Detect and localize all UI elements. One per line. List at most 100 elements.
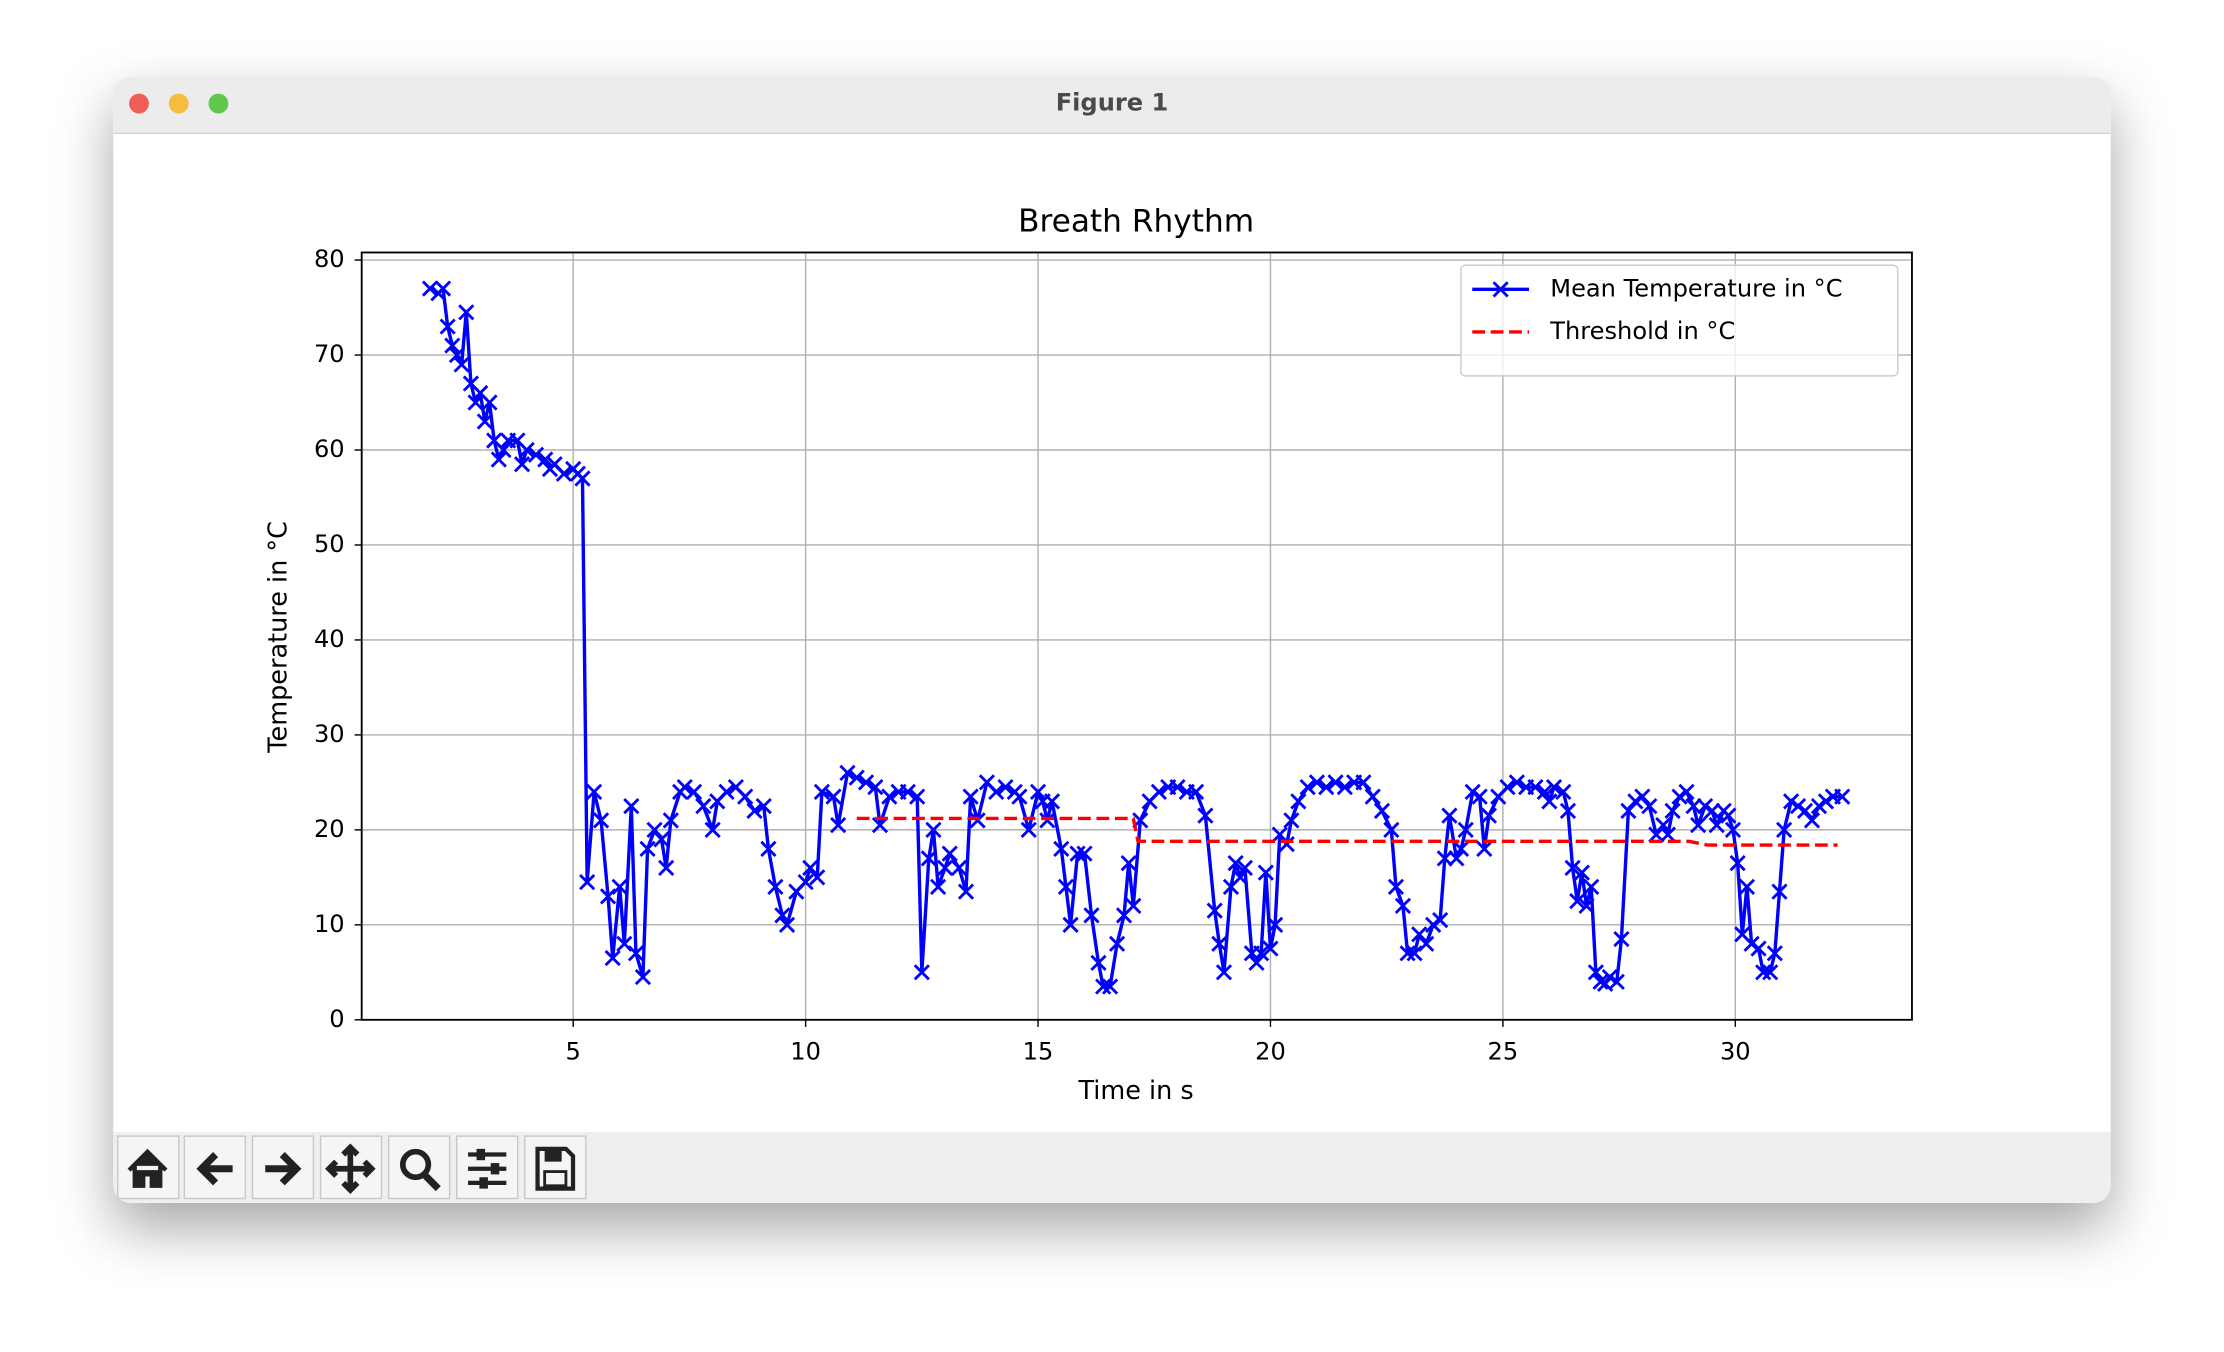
marker [1418,935,1435,952]
marker [848,769,865,786]
marker [737,788,754,805]
marker [1076,845,1093,862]
marker [653,831,670,848]
marker [490,451,507,468]
y-tick-label: 30 [314,720,345,748]
marker [481,394,498,411]
marker [1090,954,1107,971]
marker [1436,850,1453,867]
marker [448,346,466,364]
marker [1671,788,1688,805]
marker [1069,845,1086,862]
marker [1432,912,1449,929]
x-axis-label: Time in s [1078,1076,1194,1106]
marker [555,465,572,482]
legend-label: Threshold in °C [1549,317,1735,345]
marker [1708,817,1725,834]
marker [1476,840,1493,857]
save-button[interactable] [524,1135,587,1200]
marker [1227,855,1244,872]
marker [774,907,791,924]
marker [718,783,735,800]
configure-button[interactable] [456,1135,519,1200]
marker [1555,783,1572,800]
marker [1743,935,1760,952]
marker [1364,788,1381,805]
y-tick-label: 40 [314,625,345,653]
marker [453,356,470,373]
minimize-button[interactable] [168,93,189,114]
legend-box [1460,264,1899,377]
marker [1659,826,1677,843]
marker [1327,774,1344,791]
marker [695,798,712,815]
marker [1262,940,1279,957]
marker [458,304,475,321]
marker [899,783,916,800]
marker [1817,793,1835,810]
marker [909,788,926,805]
marker [1425,916,1442,933]
marker [1776,821,1793,838]
marker [962,788,979,805]
marker [1783,793,1800,810]
marker [1720,807,1737,824]
marker [988,783,1005,800]
marker [1197,807,1214,824]
marker [1499,779,1516,796]
marker [1678,783,1695,800]
marker [579,874,596,891]
marker [537,451,554,468]
marker [599,888,617,905]
marker [658,859,675,876]
marker [604,949,621,967]
marker [1796,802,1814,819]
marker [1083,907,1100,924]
marker [421,280,439,297]
marker [1578,897,1595,914]
axes-frame [360,251,1913,1021]
marker [1810,798,1828,815]
marker [1634,788,1651,805]
y-tick-label: 0 [329,1005,344,1033]
marker [1318,779,1335,796]
marker [802,859,819,876]
marker [574,470,591,487]
marker [1620,802,1637,819]
marker [1508,774,1525,791]
legend-marker [1492,281,1509,298]
marker [1267,916,1284,933]
marker [1655,817,1672,834]
marker [495,441,512,459]
marker [1685,798,1702,815]
marker [1587,964,1604,981]
marker [1150,783,1167,800]
marker [676,779,693,796]
home-button[interactable] [117,1135,180,1200]
back-button[interactable] [183,1135,247,1200]
marker [1308,774,1326,791]
marker [611,878,628,895]
marker [857,774,875,791]
marker [1011,788,1028,805]
marker [1601,968,1618,986]
forward-button[interactable] [251,1135,315,1200]
marker [623,798,640,815]
marker [920,850,937,867]
marker [1766,945,1783,962]
zoom-button[interactable] [208,93,229,114]
y-tick-label: 10 [314,910,345,938]
pan-button[interactable] [319,1135,383,1200]
ticks: 5 10 15 20 25 30 0 10 20 30 40 50 60 70 80 [314,245,1751,1065]
zoom-tool-button[interactable] [387,1135,451,1200]
marker [830,817,847,834]
marker [1803,812,1821,829]
close-button[interactable] [129,93,149,114]
marker [685,783,703,800]
marker [616,935,633,952]
marker [1248,954,1265,971]
marker [913,964,930,981]
marker [997,779,1014,796]
y-tick-label: 60 [314,435,345,463]
